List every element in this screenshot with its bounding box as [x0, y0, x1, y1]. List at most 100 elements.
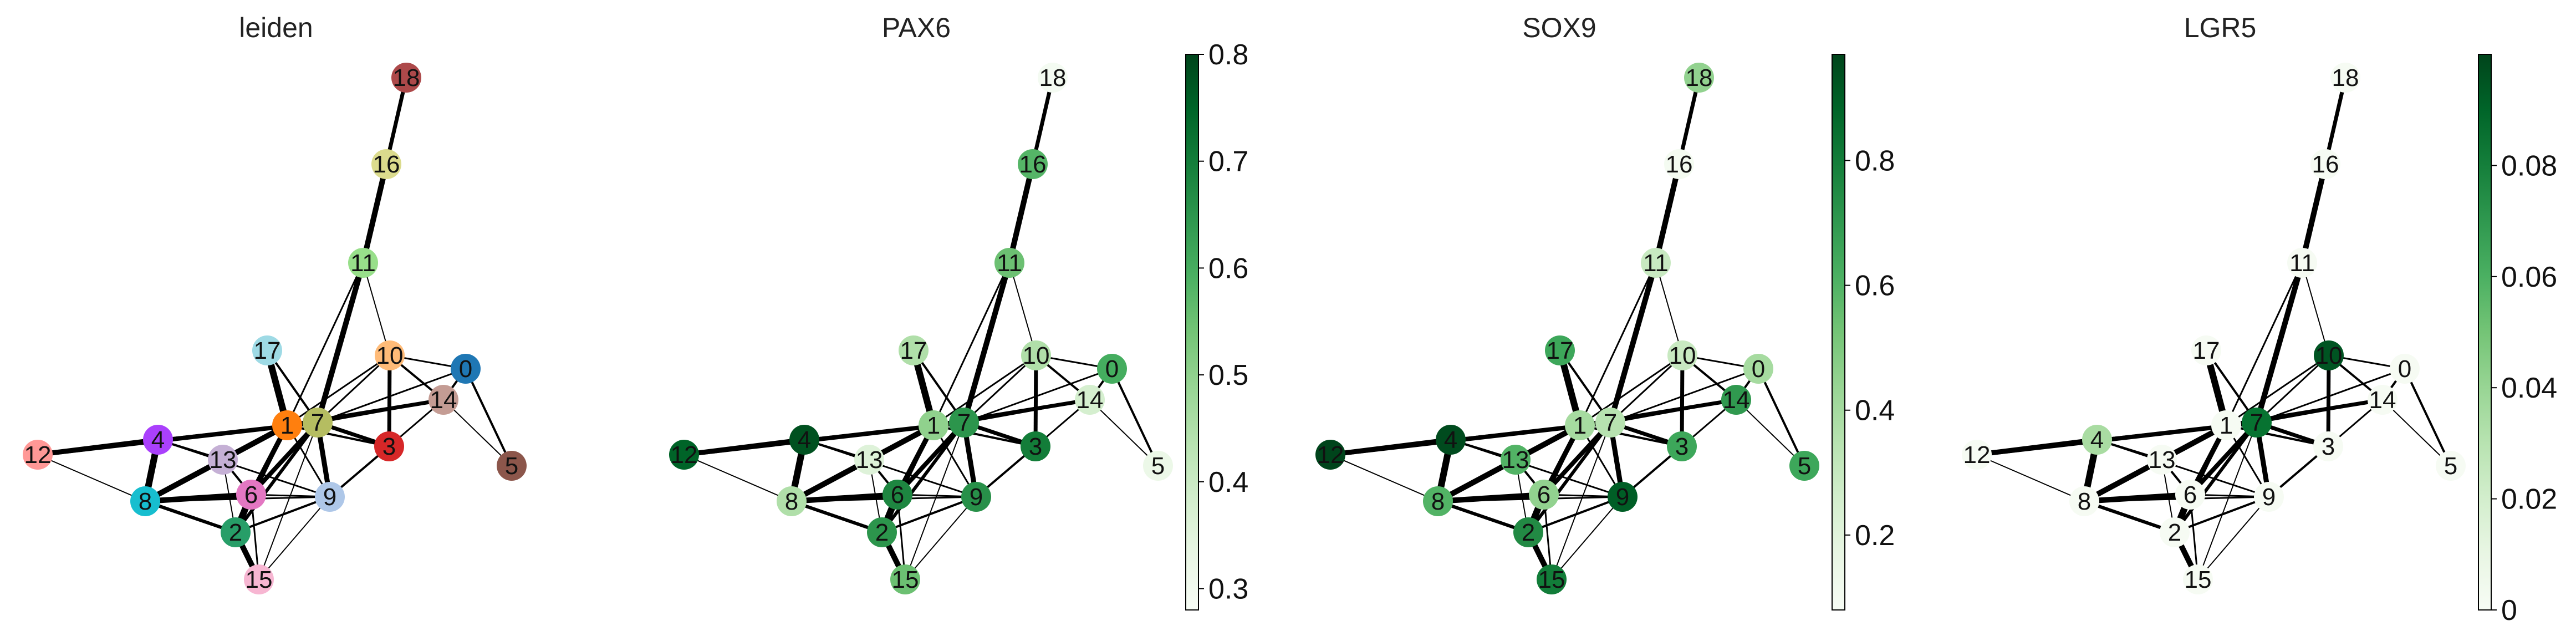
- edge-4-9: [2096, 439, 2269, 498]
- node-10: [1021, 340, 1051, 370]
- edge-7-2: [1527, 421, 1612, 533]
- edge-7-2: [2173, 421, 2258, 533]
- node-15: [1537, 564, 1567, 594]
- edge-4-1: [157, 424, 288, 441]
- edge-7-15: [258, 422, 318, 580]
- edge-16-11: [360, 163, 389, 264]
- node-7: [949, 408, 979, 437]
- node-label-5: 5: [505, 452, 518, 480]
- edge-14-7: [963, 399, 1090, 424]
- node-15: [244, 564, 274, 594]
- node-label-10: 10: [376, 342, 404, 369]
- node-6: [2175, 480, 2205, 510]
- edge-12-8: [37, 454, 146, 502]
- node-5: [497, 451, 527, 481]
- node-16: [1664, 149, 1694, 179]
- edge-7-2: [880, 421, 966, 533]
- node-label-2: 2: [2168, 519, 2181, 546]
- edge-10-1: [287, 354, 390, 426]
- node-label-15: 15: [892, 566, 919, 593]
- colorbar-bar: [1185, 54, 1199, 611]
- colorbar-tick-label: 0.8: [1855, 145, 1895, 177]
- node-label-6: 6: [2184, 481, 2197, 508]
- node-3: [374, 431, 404, 461]
- node-label-1: 1: [927, 412, 940, 439]
- node-label-4: 4: [1444, 426, 1457, 454]
- edge-7-15: [2197, 422, 2257, 580]
- node-label-13: 13: [210, 446, 237, 474]
- node-label-16: 16: [373, 151, 400, 178]
- node-label-16: 16: [1019, 151, 1047, 178]
- edge-11-7: [1608, 262, 1659, 424]
- node-8: [130, 486, 160, 516]
- colorbar-tick-label: 0.8: [1208, 39, 1248, 71]
- edge-11-7: [961, 262, 1012, 424]
- node-label-16: 16: [1666, 151, 1693, 178]
- edge-14-7: [1610, 399, 1737, 424]
- edge-2-9: [235, 496, 330, 533]
- node-label-17: 17: [254, 337, 281, 364]
- node-label-7: 7: [2250, 409, 2263, 436]
- edge-10-3: [387, 355, 392, 447]
- colorbar-tick-label: 0.2: [1855, 520, 1895, 552]
- colorbar-tick-label: 0.6: [1208, 252, 1248, 284]
- edge-12-8: [1330, 454, 1439, 502]
- node-18: [391, 63, 421, 93]
- node-17: [1545, 335, 1575, 365]
- node-label-1: 1: [2220, 412, 2233, 439]
- colorbar-tick-label: 0.06: [2501, 261, 2557, 293]
- node-4: [789, 425, 819, 455]
- node-label-0: 0: [1752, 355, 1765, 383]
- edge-11-10: [2302, 262, 2329, 356]
- colorbar: 0.2 0.4 0.6 0.8: [1832, 54, 1895, 611]
- node-label-15: 15: [1538, 566, 1565, 593]
- edges: [1330, 77, 1805, 581]
- edge-4-1: [1450, 424, 1580, 441]
- node-13: [2147, 445, 2177, 475]
- panel-title: PAX6: [882, 12, 951, 43]
- colorbar-tick-label: 0.02: [2501, 484, 2557, 516]
- node-5: [1789, 451, 1819, 481]
- node-1: [1565, 410, 1595, 440]
- edge-4-9: [804, 439, 977, 498]
- node-label-18: 18: [393, 64, 420, 91]
- colorbar-tick-label: 0.6: [1855, 270, 1895, 302]
- node-8: [2069, 486, 2099, 516]
- edge-0-7: [963, 368, 1113, 424]
- edge-11-10: [1655, 262, 1683, 356]
- node-12: [1315, 440, 1345, 470]
- node-label-13: 13: [856, 446, 883, 474]
- edge-11-10: [1009, 262, 1037, 356]
- edge-0-5: [1111, 368, 1159, 466]
- node-15: [2183, 564, 2213, 594]
- edge-8-2: [791, 500, 883, 534]
- node-label-10: 10: [1023, 342, 1050, 369]
- node-3: [1667, 431, 1697, 461]
- edge-7-6: [249, 421, 319, 496]
- edge-14-7: [317, 399, 444, 424]
- node-label-2: 2: [875, 519, 889, 546]
- edge-7-6: [2189, 421, 2258, 496]
- node-9: [1608, 482, 1638, 512]
- edge-8-2: [2084, 500, 2175, 534]
- colorbar-tick-label: 0.4: [1208, 466, 1248, 498]
- node-label-11: 11: [2289, 250, 2315, 277]
- colorbar-tick-label: 0.3: [1208, 573, 1248, 605]
- node-label-3: 3: [2322, 433, 2335, 460]
- edge-10-7: [963, 354, 1037, 424]
- colorbar-tick-label: 0.5: [1208, 359, 1248, 391]
- node-7: [2242, 408, 2272, 437]
- node-13: [1501, 445, 1531, 475]
- node-17: [899, 335, 929, 365]
- edge-0-7: [2256, 368, 2405, 424]
- node-label-2: 2: [229, 519, 242, 546]
- node-10: [2314, 340, 2344, 370]
- edge-7-6: [1542, 421, 1612, 496]
- node-6: [1529, 480, 1559, 510]
- node-label-6: 6: [1537, 481, 1550, 508]
- node-label-3: 3: [1029, 433, 1042, 460]
- edge-10-3: [1033, 355, 1038, 447]
